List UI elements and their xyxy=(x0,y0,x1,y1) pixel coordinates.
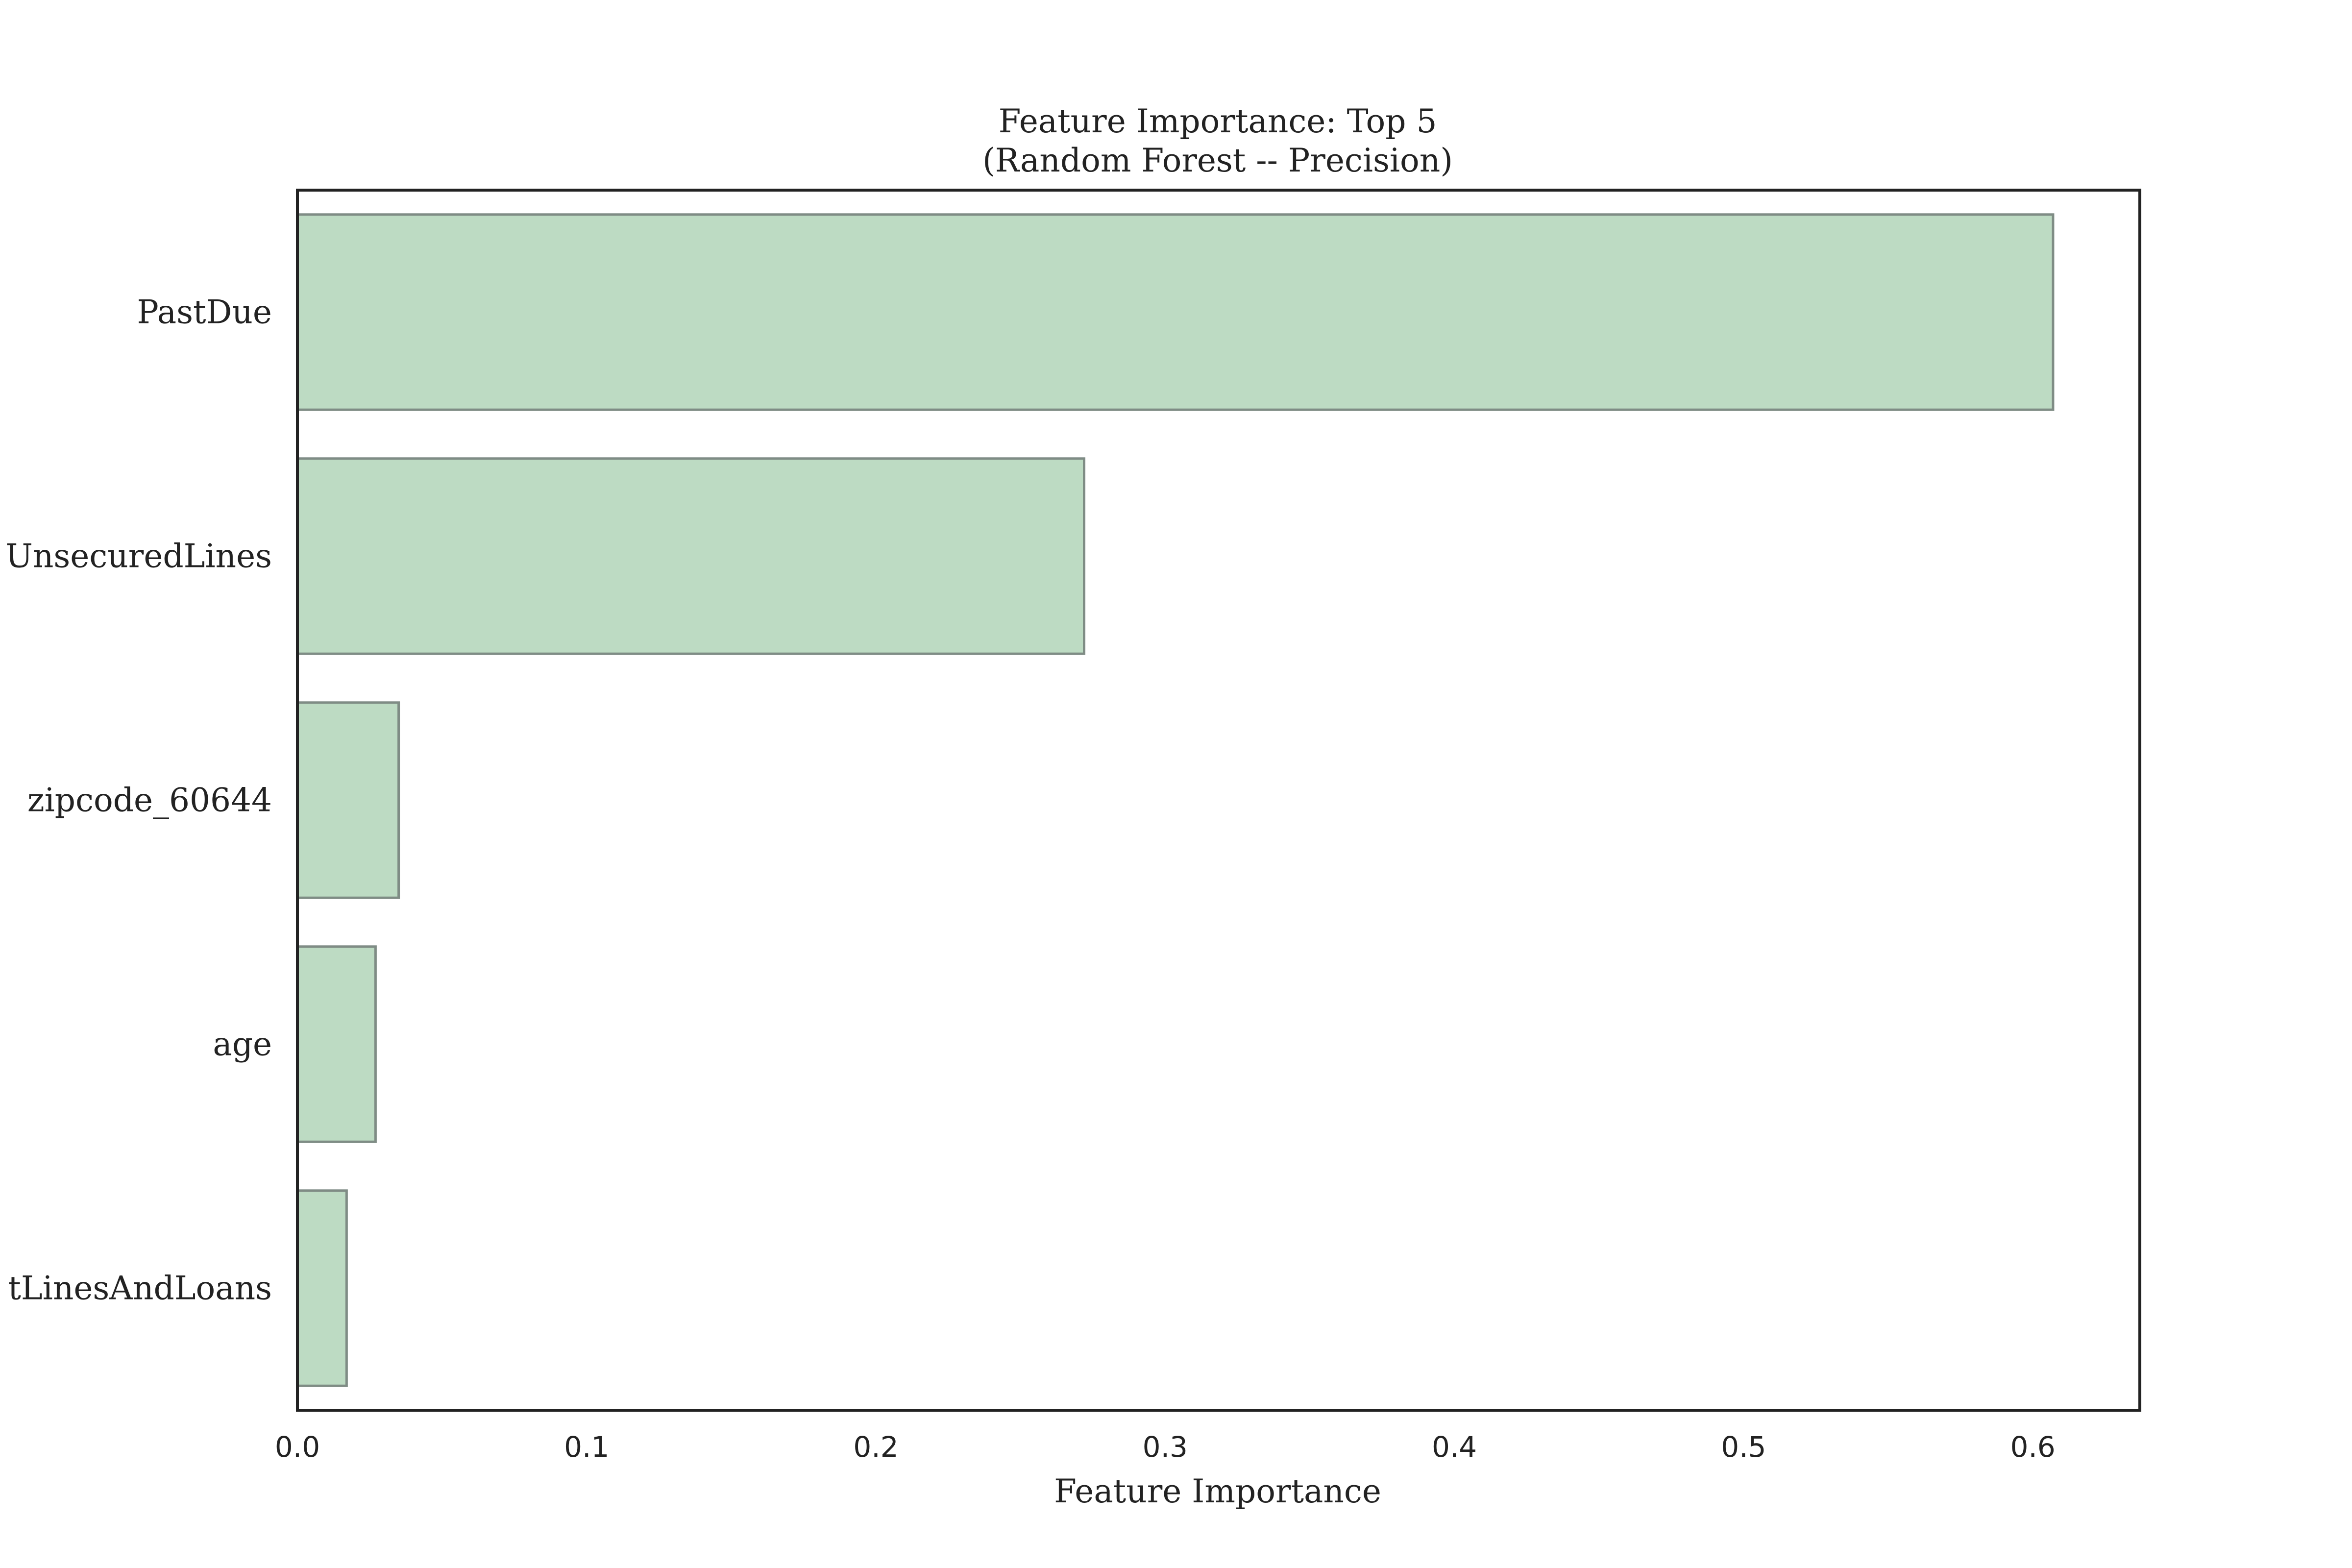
category-label: age xyxy=(213,1026,272,1063)
category-label: zipcode_60644 xyxy=(27,782,272,819)
x-tick-label: 0.3 xyxy=(1143,1430,1188,1464)
category-label: PastDue xyxy=(137,294,272,331)
bar-age xyxy=(296,945,377,1143)
chart-title: Feature Importance: Top 5 xyxy=(999,102,1437,140)
x-tick-label: 0.5 xyxy=(1721,1430,1766,1464)
x-tick-label: 0.6 xyxy=(2010,1430,2055,1464)
x-axis-title: Feature Importance xyxy=(1054,1472,1381,1510)
x-tick-labels: 0.0 0.1 0.2 0.3 0.4 0.5 0.6 xyxy=(275,1430,2056,1464)
category-label: tLinesAndLoans xyxy=(8,1270,272,1307)
bar-PastDue xyxy=(296,213,2055,411)
bar-tLinesAndLoans xyxy=(296,1189,348,1387)
chart-subtitle: (Random Forest -- Precision) xyxy=(982,142,1453,179)
x-tick-label: 0.1 xyxy=(564,1430,609,1464)
bars-group xyxy=(296,213,2055,1387)
x-tick-label: 0.0 xyxy=(275,1430,320,1464)
bar-UnsecuredLines xyxy=(296,457,1086,655)
x-tick-label: 0.2 xyxy=(853,1430,898,1464)
bar-zipcode_60644 xyxy=(296,701,400,899)
x-tick-label: 0.4 xyxy=(1432,1430,1477,1464)
plot-frame xyxy=(296,189,2141,1412)
category-label: UnsecuredLines xyxy=(5,538,272,575)
